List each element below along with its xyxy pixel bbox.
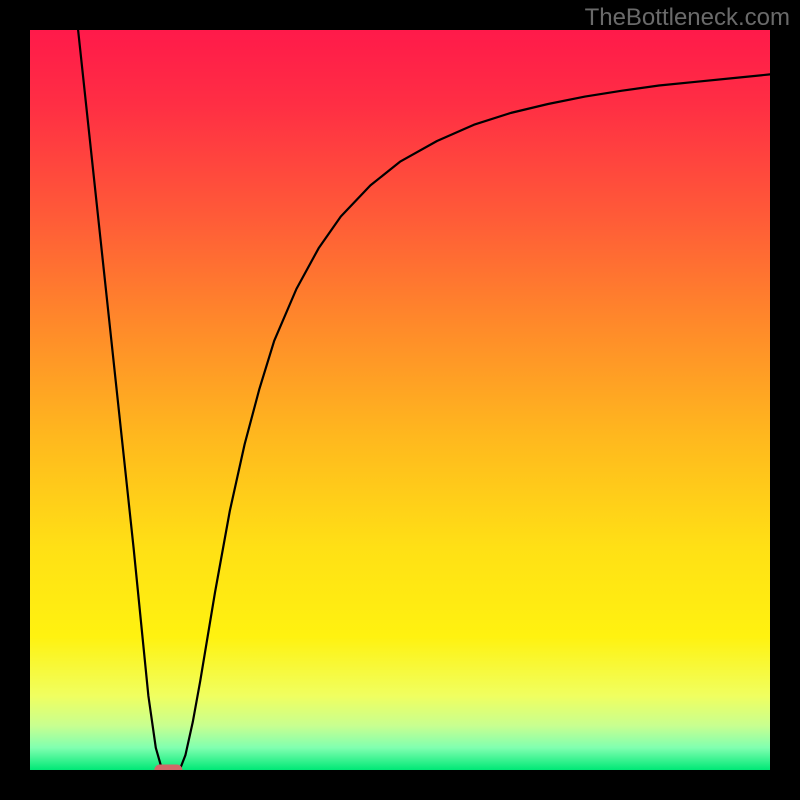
bottleneck-chart: TheBottleneck.com	[0, 0, 800, 800]
watermark-text: TheBottleneck.com	[585, 4, 790, 32]
chart-svg	[0, 0, 800, 800]
chart-background	[30, 30, 770, 770]
